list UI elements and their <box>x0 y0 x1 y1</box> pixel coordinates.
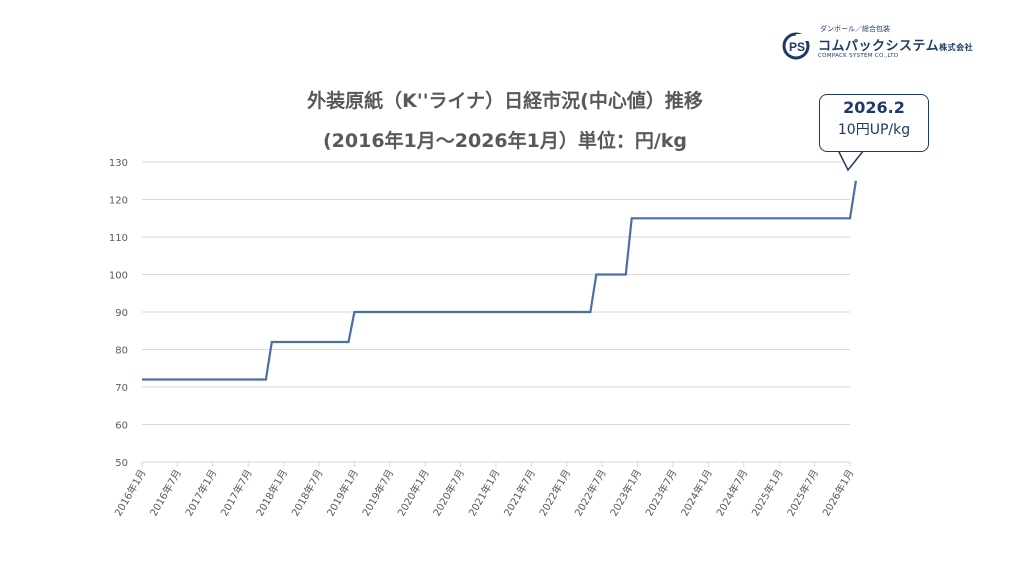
logo-name-suffix: 株式会社 <box>939 43 974 52</box>
x-tick-label: 2025年1月 <box>749 467 786 518</box>
y-tick-label: 120 <box>109 196 128 207</box>
y-tick-label: 80 <box>115 346 128 357</box>
x-tick-label: 2018年7月 <box>288 467 325 518</box>
logo-name: コムパックシステム株式会社 <box>818 35 973 54</box>
logo-tagline: ダンボール／総合包装 <box>820 25 890 33</box>
y-tick-label: 70 <box>115 383 128 394</box>
y-axis-ticks: 50 60 70 80 90 100 110 120 130 <box>109 158 128 469</box>
callout-box: 2026.2 10円UP/kg <box>819 94 929 152</box>
x-tick-label: 2019年7月 <box>359 467 396 518</box>
callout-text: 10円UP/kg <box>837 122 911 138</box>
series-layer <box>142 180 857 381</box>
chart-title: 外装原紙（K''ライナ）日経市況(中心値）推移 <box>307 90 703 112</box>
x-tick-label: 2020年7月 <box>430 467 467 518</box>
logo-english-name: COMPACK SYSTEM CO.,LTD <box>818 53 899 59</box>
company-logo: ダンボール／総合包装 PS コムパックシステム株式会社 COMPACK SYST… <box>782 24 973 64</box>
x-tick-label: 2023年1月 <box>607 467 644 518</box>
series-line-0 <box>142 180 857 381</box>
x-tick-label: 2025年7月 <box>784 467 821 518</box>
y-tick-label: 50 <box>115 458 128 469</box>
x-tick-label: 2023年7月 <box>642 467 679 518</box>
x-tick-label: 2026年1月 <box>819 467 856 518</box>
x-tick-label: 2019年1月 <box>324 467 361 518</box>
x-tick-label: 2024年1月 <box>678 467 715 518</box>
y-tick-label: 90 <box>115 308 128 319</box>
y-tick-label: 100 <box>109 271 128 282</box>
x-tick-label: 2018年1月 <box>253 467 290 518</box>
y-tick-label: 130 <box>109 158 128 169</box>
x-tick-label: 2017年7月 <box>218 467 255 518</box>
chart-subtitle: (2016年1月～2026年1月）単位：円/kg <box>322 130 688 152</box>
x-tick-label: 2016年1月 <box>111 467 148 518</box>
logo-mark-text: PS <box>789 40 805 54</box>
y-tick-label: 60 <box>115 421 128 432</box>
y-tick-label: 110 <box>109 233 128 244</box>
logo-name-main: コムパックシステム <box>818 39 940 54</box>
x-tick-label: 2024年7月 <box>713 467 750 518</box>
x-tick-label: 2017年1月 <box>182 467 219 518</box>
x-tick-label: 2021年7月 <box>501 467 538 518</box>
x-tick-label: 2020年1月 <box>395 467 432 518</box>
x-tick-label: 2022年1月 <box>536 467 573 518</box>
x-tick-label: 2022年7月 <box>572 467 609 518</box>
x-tick-label: 2016年7月 <box>147 467 184 518</box>
callout-date: 2026.2 <box>843 98 905 117</box>
logo-mark-icon: PS <box>782 32 810 60</box>
callout-pointer <box>837 149 865 172</box>
x-tick-label: 2021年1月 <box>465 467 502 518</box>
x-axis-ticks: 2016年1月 2016年7月 2017年1月 2017年7月 2018年1月 2018年… <box>111 462 857 518</box>
